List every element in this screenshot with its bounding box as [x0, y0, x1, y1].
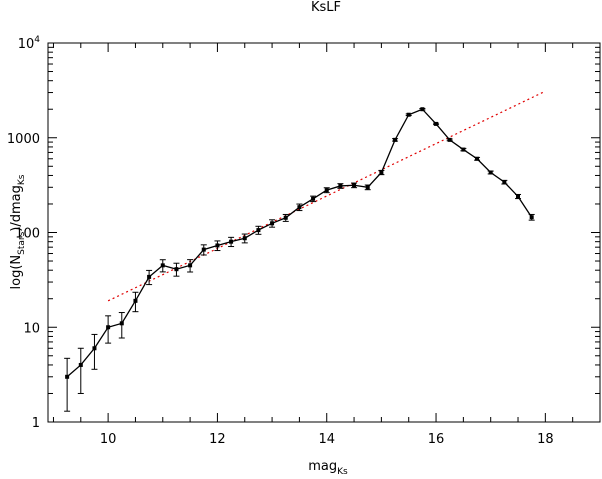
data-point: [147, 274, 152, 279]
data-point: [393, 137, 398, 142]
y-tick-label: 1000: [7, 132, 40, 147]
data-point: [174, 267, 179, 272]
data-point: [516, 194, 521, 199]
y-tick-label: 1: [32, 416, 40, 431]
chart-title: KsLF: [311, 0, 341, 15]
data-point: [338, 183, 343, 188]
data-point: [133, 298, 138, 303]
fit-line-layer: [107, 90, 546, 302]
data-point: [188, 263, 193, 268]
data-point: [420, 107, 425, 112]
data-point: [434, 121, 439, 126]
data-point: [379, 170, 384, 175]
data-point: [119, 321, 124, 326]
data-point: [324, 188, 329, 193]
data-point: [201, 247, 206, 252]
data-point: [270, 221, 275, 226]
data-point: [488, 170, 493, 175]
x-axis-label: magKs: [308, 459, 348, 477]
data-point: [502, 180, 507, 185]
data-point: [106, 325, 111, 330]
data-point: [406, 112, 411, 117]
fit-line: [107, 90, 546, 302]
data-point: [160, 263, 165, 268]
y-axis-label: log(NStars)/dmagKs: [9, 174, 27, 289]
y-tick-label: 104: [18, 35, 41, 52]
plot-frame: [47, 42, 601, 423]
data-point: [256, 228, 261, 233]
x-tick-label: 12: [209, 432, 226, 447]
y-tick-label: 10: [23, 321, 40, 336]
x-tick-label: 10: [100, 432, 117, 447]
data-point: [461, 147, 466, 152]
data-point: [229, 239, 234, 244]
data-point: [215, 243, 220, 248]
data-point: [529, 215, 534, 220]
data-point: [297, 205, 302, 210]
data-point: [365, 185, 370, 190]
data-point: [78, 362, 83, 367]
x-tick-label: 14: [318, 432, 335, 447]
data-point: [65, 374, 70, 379]
y-tick-label: 100: [15, 227, 40, 242]
x-tick-label: 16: [428, 432, 445, 447]
data-series-layer: [64, 107, 535, 412]
data-point: [242, 236, 247, 241]
data-point: [283, 215, 288, 220]
data-point: [447, 137, 452, 142]
data-point: [92, 346, 97, 351]
x-axis-ticks: 10 12 14 16 18: [52, 43, 601, 447]
data-point: [352, 183, 357, 188]
data-point: [311, 196, 316, 201]
x-tick-label: 18: [537, 432, 554, 447]
y-axis-ticks: 1 10 100 1000 104: [7, 35, 600, 431]
data-point: [475, 156, 480, 161]
